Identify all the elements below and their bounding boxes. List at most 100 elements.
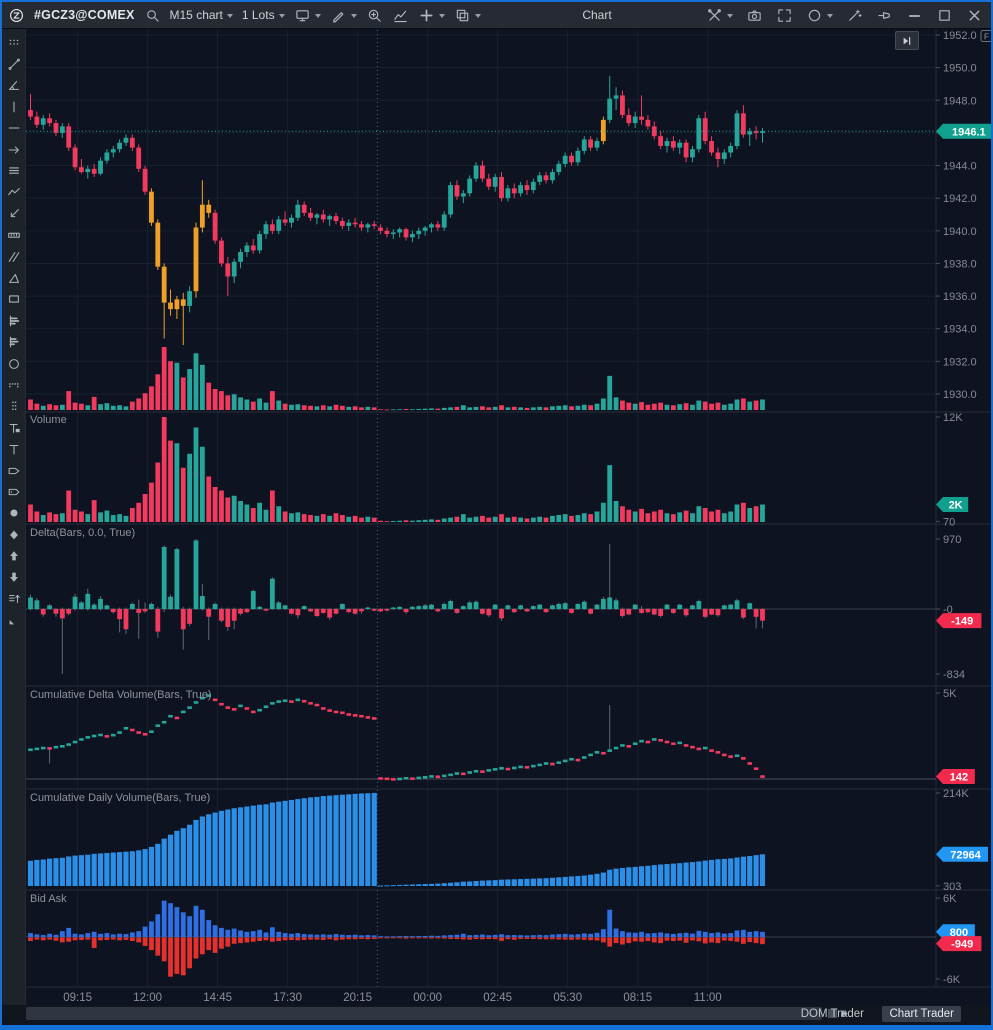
record-button[interactable] — [806, 7, 833, 24]
layout-icon — [454, 7, 471, 24]
angle-icon[interactable] — [3, 75, 25, 96]
measure-icon[interactable] — [3, 225, 25, 246]
svg-text:1930.0: 1930.0 — [943, 389, 977, 401]
circle-icon — [806, 7, 823, 24]
pin-icon[interactable] — [876, 7, 893, 24]
svg-text:1934.0: 1934.0 — [943, 324, 977, 336]
toolbar: #GCZ3@COMEX M15 chart 1 Lots Chart — [2, 2, 991, 29]
minimize-button[interactable] — [906, 7, 923, 24]
lots-selector[interactable]: 1 Lots — [242, 8, 285, 22]
svg-text:1952.0: 1952.0 — [943, 30, 977, 42]
diamond-icon[interactable] — [3, 524, 25, 545]
tab-chart-trader[interactable]: Chart Trader — [882, 1006, 961, 1022]
svg-text:970: 970 — [943, 534, 961, 546]
camera-icon[interactable] — [746, 7, 763, 24]
svg-text:00:00: 00:00 — [413, 992, 442, 1004]
text-icon[interactable] — [3, 438, 25, 459]
anchored-text-icon[interactable] — [3, 417, 25, 438]
chevron-down-icon — [438, 13, 445, 18]
selection-dots-icon[interactable] — [3, 32, 25, 53]
svg-text:1940.0: 1940.0 — [943, 226, 977, 238]
drawing-toolbar — [2, 29, 26, 1007]
arrow-up-icon[interactable] — [3, 545, 25, 566]
layout-button[interactable] — [454, 7, 481, 24]
search-icon[interactable] — [144, 7, 161, 24]
tab-dom-trader[interactable]: DOM Trader — [800, 1008, 864, 1020]
dot-icon[interactable] — [3, 503, 25, 524]
more-corner-icon[interactable] — [3, 610, 25, 631]
dots-horizontal-icon[interactable] — [3, 374, 25, 395]
zoom-in-icon[interactable] — [366, 7, 383, 24]
chart-scrollbar[interactable] — [26, 1007, 822, 1020]
add-indicator-button[interactable] — [418, 7, 445, 24]
parallel-lines-icon[interactable] — [3, 160, 25, 181]
rectangle-icon[interactable] — [3, 289, 25, 310]
arrow-down-icon[interactable] — [3, 567, 25, 588]
svg-text:70: 70 — [943, 516, 955, 528]
svg-text:1944.0: 1944.0 — [943, 161, 977, 173]
svg-text:-149: -149 — [951, 616, 973, 628]
ellipse-icon[interactable] — [3, 353, 25, 374]
app-logo-icon[interactable] — [8, 7, 25, 24]
svg-text:14:45: 14:45 — [203, 992, 232, 1004]
magic-wand-icon[interactable] — [846, 7, 863, 24]
svg-text:-949: -949 — [951, 939, 973, 951]
arrow-marker-icon[interactable] — [3, 203, 25, 224]
price-label-icon[interactable] — [3, 481, 25, 502]
maximize-button[interactable] — [936, 7, 953, 24]
svg-text:F: F — [984, 33, 989, 42]
svg-text:1938.0: 1938.0 — [943, 258, 977, 270]
bars-pattern-icon[interactable] — [3, 588, 25, 609]
horizontal-line-icon[interactable] — [3, 118, 25, 139]
plus-icon — [418, 7, 435, 24]
trend-line-icon[interactable] — [3, 53, 25, 74]
templates-button[interactable] — [294, 7, 321, 24]
chevron-down-icon — [278, 13, 285, 18]
polyline-icon[interactable] — [3, 182, 25, 203]
timeframe-label: M15 chart — [169, 8, 223, 22]
svg-text:12:00: 12:00 — [133, 992, 162, 1004]
svg-text:05:30: 05:30 — [553, 992, 582, 1004]
symbol-label[interactable]: #GCZ3@COMEX — [34, 8, 135, 22]
svg-text:08:15: 08:15 — [623, 992, 652, 1004]
chevron-down-icon — [827, 13, 833, 18]
volume-profile-icon[interactable] — [3, 310, 25, 331]
svg-text:303: 303 — [943, 881, 961, 893]
svg-text:72964: 72964 — [950, 849, 981, 861]
timeframe-selector[interactable]: M15 chart — [170, 8, 233, 22]
lots-label: 1 Lots — [241, 8, 275, 22]
chevron-down-icon — [727, 13, 733, 18]
svg-text:1936.0: 1936.0 — [943, 291, 977, 303]
tag-icon[interactable] — [3, 460, 25, 481]
fixed-volume-profile-icon[interactable] — [3, 331, 25, 352]
arrow-icon[interactable] — [3, 139, 25, 160]
draw-button[interactable] — [330, 7, 357, 24]
svg-text:20:15: 20:15 — [343, 992, 372, 1004]
chart-canvas[interactable]: 09:15 12:00 14:45 17:30 20:15 00:00 02:45 05:30… — [26, 30, 993, 1007]
tools-icon — [706, 7, 723, 24]
svg-text:12K: 12K — [943, 412, 963, 424]
tools-button[interactable] — [706, 7, 733, 24]
parallel-channel-icon[interactable] — [3, 246, 25, 267]
chevron-down-icon — [350, 13, 357, 18]
svg-text:1932.0: 1932.0 — [943, 356, 977, 368]
expand-icon[interactable] — [776, 7, 793, 24]
close-button[interactable] — [966, 7, 983, 24]
vertical-line-icon[interactable] — [3, 96, 25, 117]
chart-style-icon[interactable] — [392, 7, 409, 24]
svg-text:6K: 6K — [943, 893, 957, 905]
svg-text:1948.0: 1948.0 — [943, 95, 977, 107]
triangle-icon[interactable] — [3, 267, 25, 288]
window-title: Chart — [582, 8, 612, 22]
scroll-right-icon[interactable]: ▶ — [841, 1008, 848, 1018]
scrollbar-handle[interactable] — [828, 1009, 837, 1018]
go-to-latest-button[interactable] — [895, 31, 919, 50]
svg-text:800: 800 — [950, 927, 968, 939]
pencil-icon — [330, 7, 347, 24]
svg-text:1950.0: 1950.0 — [943, 63, 977, 75]
dots-vertical-icon[interactable] — [3, 396, 25, 417]
svg-text:-0: -0 — [943, 604, 953, 616]
svg-text:02:45: 02:45 — [483, 992, 512, 1004]
monitor-icon — [294, 7, 311, 24]
